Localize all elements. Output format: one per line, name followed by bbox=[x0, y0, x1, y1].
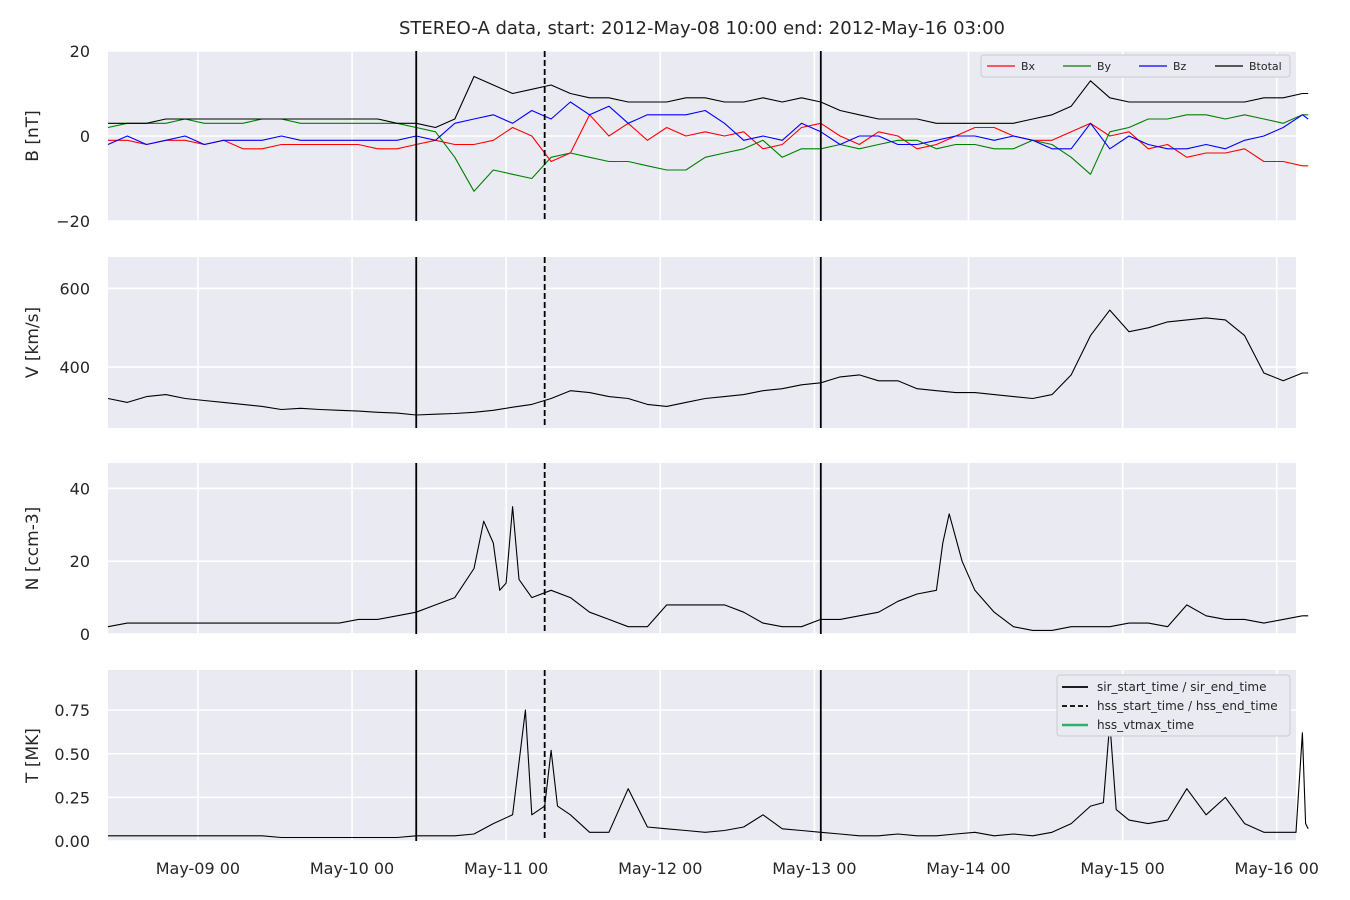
x-tick-label: May-14 00 bbox=[926, 859, 1010, 878]
x-tick-label: May-11 00 bbox=[464, 859, 548, 878]
panel-3: 40 20 0 N [ccm-3] bbox=[23, 463, 1309, 644]
legend-frame bbox=[1056, 674, 1291, 737]
x-tick-label: May-09 00 bbox=[156, 859, 240, 878]
y-axis-label: B [nT] bbox=[23, 110, 43, 162]
y-tick-label: 600 bbox=[59, 279, 90, 298]
panel-1: 20 0 −20 B [nT] Bx By Bz Btotal bbox=[23, 42, 1309, 231]
x-tick-label: May-12 00 bbox=[618, 859, 702, 878]
x-axis: May-09 00 May-10 00 May-11 00 May-12 00 May-… bbox=[156, 859, 1319, 878]
y-tick-label: 0.00 bbox=[54, 832, 90, 851]
plot-background bbox=[108, 463, 1296, 634]
y-tick-label: 0.50 bbox=[54, 745, 90, 764]
legend-label-bz: Bz bbox=[1173, 60, 1187, 73]
series-line-t bbox=[108, 709, 1309, 839]
y-axis-label: V [km/s] bbox=[23, 307, 43, 378]
series-line-bz bbox=[107, 101, 1309, 150]
y-axis-label: T [MK] bbox=[23, 728, 43, 784]
series-line-v bbox=[107, 309, 1309, 416]
legend-frame bbox=[980, 54, 1291, 78]
y-tick-label: 0.75 bbox=[54, 701, 90, 720]
y-tick-label: 20 bbox=[70, 42, 90, 61]
x-tick-label: May-10 00 bbox=[310, 859, 394, 878]
x-tick-label: May-16 00 bbox=[1235, 859, 1319, 878]
legend-label: hss_vtmax_time bbox=[1097, 718, 1194, 732]
y-tick-label: 0.25 bbox=[54, 788, 90, 807]
y-tick-label: 0 bbox=[80, 127, 90, 146]
panel-4: 0.75 0.50 0.25 0.00 T [MK] sir_start_time / s… bbox=[23, 670, 1309, 851]
b-legend: Bx By Bz Btotal bbox=[980, 54, 1291, 78]
x-tick-label: May-13 00 bbox=[772, 859, 856, 878]
panel-2: 600 400 V [km/s] bbox=[23, 257, 1309, 428]
legend-label: hss_start_time / hss_end_time bbox=[1097, 699, 1278, 713]
chart-title: STEREO-A data, start: 2012-May-08 10:00 … bbox=[399, 18, 1005, 39]
series-line-btotal bbox=[108, 75, 1309, 129]
legend-label-bx: Bx bbox=[1021, 60, 1036, 73]
y-tick-label: 0 bbox=[80, 625, 90, 644]
t-legend: sir_start_time / sir_end_time hss_start_t… bbox=[1056, 674, 1291, 737]
plot-background bbox=[108, 257, 1296, 428]
y-axis-label: N [ccm-3] bbox=[23, 507, 43, 591]
series-line-by bbox=[107, 114, 1309, 192]
y-tick-label: −20 bbox=[56, 212, 90, 231]
legend-label: sir_start_time / sir_end_time bbox=[1097, 680, 1267, 694]
series-line-n bbox=[107, 506, 1309, 631]
legend-label-btotal: Btotal bbox=[1249, 60, 1282, 73]
y-tick-label: 20 bbox=[70, 552, 90, 571]
series-line-bx bbox=[108, 114, 1309, 167]
x-tick-label: May-15 00 bbox=[1080, 859, 1164, 878]
y-tick-label: 400 bbox=[59, 358, 90, 377]
y-tick-label: 40 bbox=[70, 479, 90, 498]
legend-label-by: By bbox=[1097, 60, 1112, 73]
